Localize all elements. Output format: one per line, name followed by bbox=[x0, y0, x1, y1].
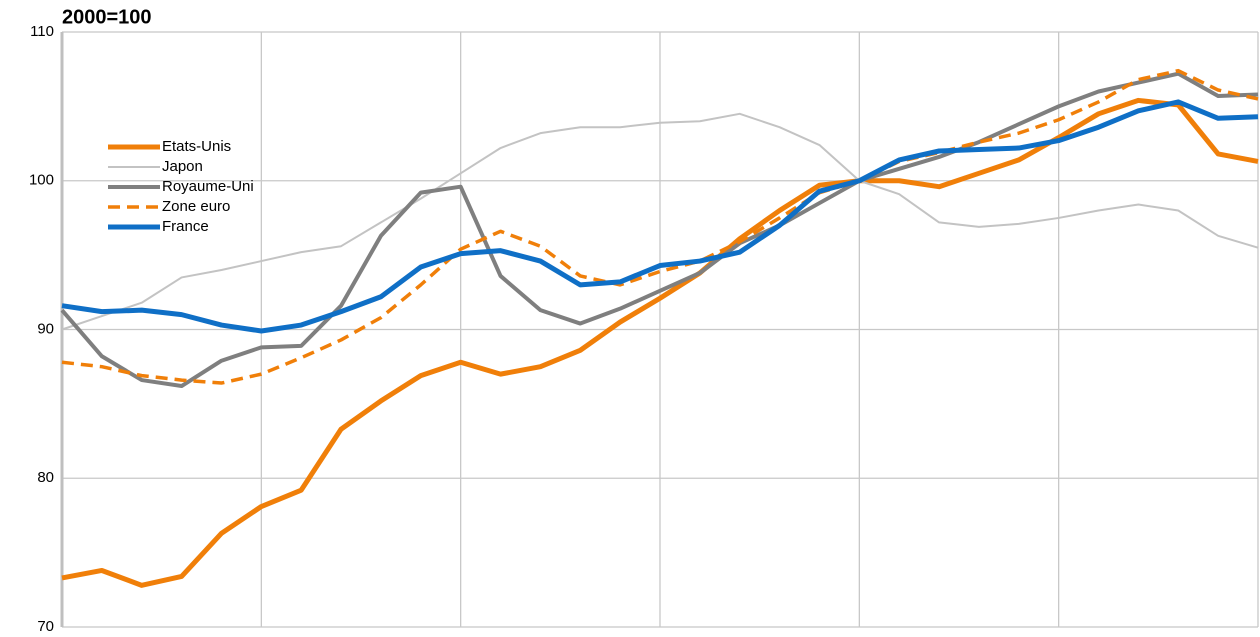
y-tick-label: 90 bbox=[37, 320, 54, 337]
y-tick-label: 70 bbox=[37, 618, 54, 635]
series-line bbox=[60, 71, 1259, 389]
series-line bbox=[61, 97, 1259, 588]
series-line bbox=[61, 112, 1259, 331]
chart-title: 2000=100 bbox=[62, 6, 152, 28]
y-tick-label: 80 bbox=[37, 469, 54, 486]
y-tick-label: 110 bbox=[30, 23, 54, 40]
series-line bbox=[61, 99, 1259, 334]
legend-label: Etats-Unis bbox=[162, 138, 231, 155]
y-tick-label: 100 bbox=[29, 172, 54, 189]
legend-label: Zone euro bbox=[162, 198, 230, 215]
legend-label: Royaume-Uni bbox=[162, 178, 254, 195]
legend-label: Japon bbox=[162, 158, 203, 175]
legend-label: France bbox=[162, 218, 209, 235]
series-line bbox=[61, 68, 1259, 385]
